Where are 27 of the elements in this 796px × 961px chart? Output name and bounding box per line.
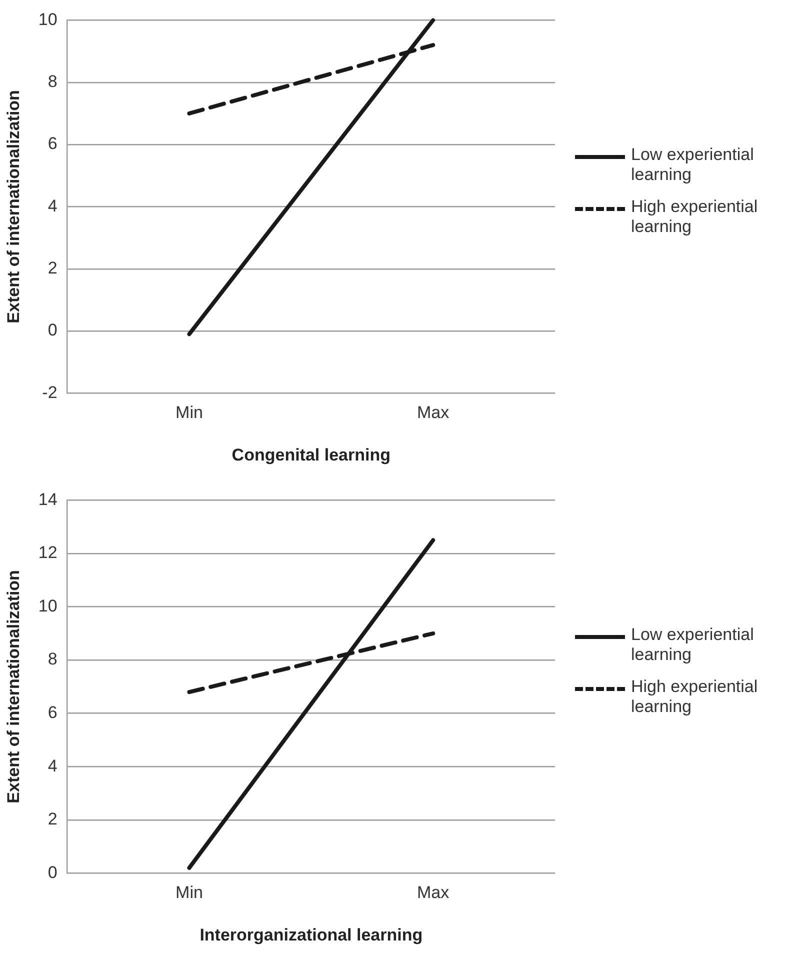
legend-label: Low experiential learning: [631, 145, 755, 185]
y-tick-label: 10: [38, 10, 58, 29]
legend-label: Low experiential learning: [631, 625, 755, 665]
y-axis-title: Extent of internationalization: [4, 90, 23, 324]
legend-label: High experiential learning: [631, 677, 759, 717]
y-tick-label: 6: [48, 134, 58, 154]
x-axis-title: Interorganizational learning: [200, 925, 423, 944]
y-tick-label: 8: [48, 650, 58, 669]
y-tick-label: 4: [48, 196, 58, 216]
y-tick-label: 4: [48, 756, 58, 776]
y-tick-label: 0: [48, 862, 58, 882]
legend-label: High experiential learning: [631, 197, 759, 237]
x-tick-label: Min: [176, 883, 203, 902]
y-tick-label: 12: [38, 543, 58, 562]
y-tick-label: 8: [48, 72, 58, 92]
y-tick-label: 2: [48, 810, 58, 829]
x-axis-title: Congenital learning: [232, 445, 390, 464]
y-tick-label: 6: [48, 703, 58, 722]
y-tick-label: 14: [38, 490, 58, 509]
y-tick-label: 10: [38, 596, 58, 616]
y-tick-label: -2: [42, 382, 58, 402]
y-tick-label: 2: [48, 258, 58, 278]
y-axis-title: Extent of internationalization: [4, 570, 23, 804]
x-tick-label: Max: [417, 403, 450, 422]
y-tick-label: 0: [48, 320, 58, 340]
x-tick-label: Min: [176, 403, 203, 422]
x-tick-label: Max: [417, 883, 450, 902]
